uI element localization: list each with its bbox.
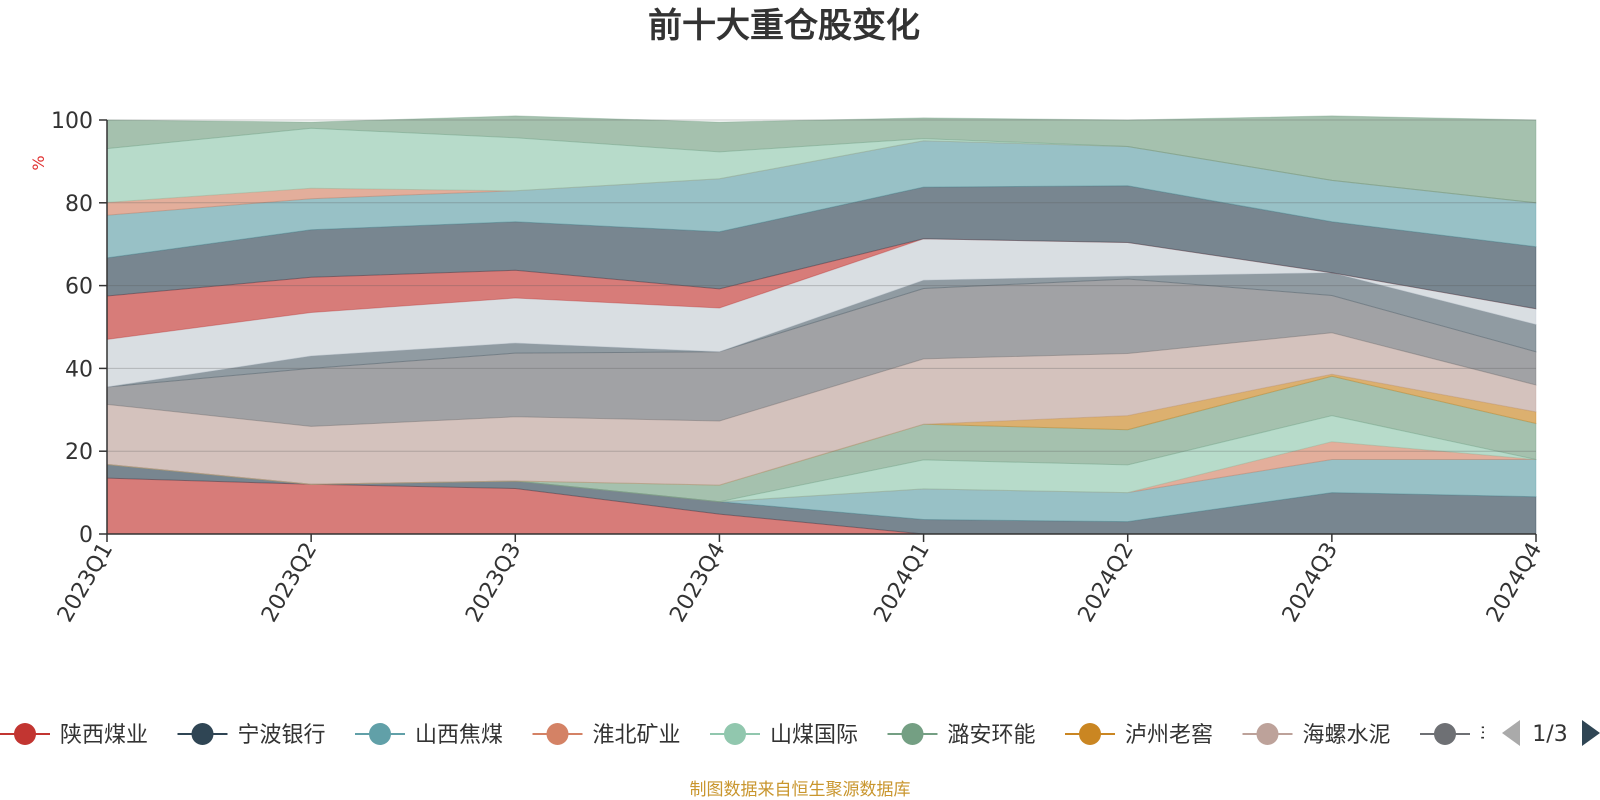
x-tick-label-7: 2024Q4 (1482, 539, 1547, 627)
legend-label: 潞安环能 (948, 723, 1036, 748)
x-tick-label-6: 2024Q3 (1278, 539, 1343, 627)
legend-circle-icon (1434, 723, 1456, 745)
y-tick-label-80: 80 (65, 192, 93, 217)
legend-circle-icon (369, 723, 391, 745)
legend-circle-icon (14, 723, 36, 745)
legend-label: 泸州老窖 (1125, 723, 1213, 748)
area-series-9 (106, 272, 1537, 388)
legend-pager: 1/3 (1502, 720, 1600, 747)
y-tick-label-60: 60 (65, 275, 93, 300)
x-tick-label-3: 2023Q4 (665, 539, 730, 627)
x-tick-label-5: 2024Q2 (1074, 539, 1139, 627)
legend-circle-icon (1256, 723, 1279, 745)
legend-circle-icon (724, 723, 746, 745)
legend-item-5[interactable]: 潞安环能 (887, 723, 1036, 748)
area-series-11 (106, 238, 1537, 340)
legend-item-6[interactable]: 泸州老窖 (1065, 723, 1213, 748)
area-series-2 (106, 459, 1537, 523)
area-series-8 (106, 278, 1537, 427)
axes (106, 120, 1536, 535)
y-tick-label-20: 20 (65, 440, 93, 465)
x-axis-ticks: 2023Q1 2023Q2 2023Q3 2023Q4 2024Q1 2024Q2 2024… (53, 534, 1547, 627)
legend-circle-icon (1079, 723, 1101, 745)
legend-label: 淮北矿业 (593, 723, 681, 748)
grid-lines (107, 119, 1536, 452)
y-axis-ticks: 0 20 40 60 80 100 (51, 109, 107, 548)
legend-item-1[interactable]: 宁波银行 (177, 723, 326, 748)
legend: 陕西煤业 宁波银行 山西焦煤 淮北矿业 山煤国际 潞安环能 泸州老窖 海螺水泥 非 (0, 723, 1502, 748)
legend-prev-icon[interactable] (1502, 720, 1520, 746)
legend-page-indicator: 1/3 (1532, 722, 1567, 747)
area-series-group (106, 115, 1537, 535)
legend-circle-icon (901, 723, 924, 745)
data-source-footer: 制图数据来自恒生聚源数据库 (690, 780, 911, 800)
legend-label: 陕西煤业 (60, 723, 148, 748)
area-series-7 (106, 332, 1537, 486)
y-axis-unit: % (29, 155, 48, 170)
legend-next-icon[interactable] (1582, 720, 1600, 746)
legend-label: 山西焦煤 (415, 723, 503, 748)
y-tick-label-0: 0 (79, 523, 93, 548)
legend-circle-icon (546, 723, 569, 745)
x-tick-label-2: 2023Q3 (461, 539, 526, 627)
legend-item-7[interactable]: 海螺水泥 (1242, 723, 1391, 748)
legend-circle-icon (191, 723, 214, 745)
legend-item-2[interactable]: 山西焦煤 (355, 723, 503, 748)
legend-label: 山煤国际 (770, 723, 858, 748)
x-tick-label-1: 2023Q2 (257, 539, 322, 627)
legend-item-3[interactable]: 淮北矿业 (532, 723, 681, 748)
chart-title: 前十大重仓股变化 (648, 6, 920, 46)
legend-item-0[interactable]: 陕西煤业 (0, 723, 148, 748)
legend-label: 海螺水泥 (1303, 723, 1391, 748)
x-tick-label-4: 2024Q1 (869, 539, 934, 627)
legend-item-4[interactable]: 山煤国际 (710, 723, 858, 748)
y-tick-label-40: 40 (65, 357, 93, 382)
area-series-15 (106, 127, 1537, 204)
legend-item-8[interactable]: 非 (1420, 723, 1502, 748)
area-series-16 (106, 115, 1537, 204)
x-tick-label-0: 2023Q1 (53, 539, 118, 627)
legend-label: 宁波银行 (238, 723, 326, 748)
legend-label: 非 (1480, 723, 1502, 748)
y-tick-label-100: 100 (51, 109, 93, 134)
